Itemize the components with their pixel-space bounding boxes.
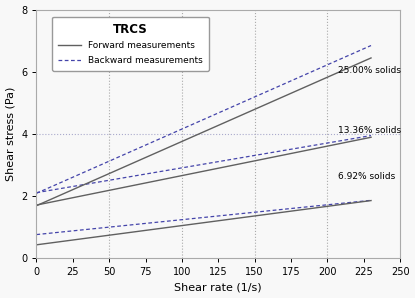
Text: 6.92% solids: 6.92% solids bbox=[337, 172, 395, 181]
Legend: Forward measurements, Backward measurements: Forward measurements, Backward measureme… bbox=[52, 17, 209, 71]
X-axis label: Shear rate (1/s): Shear rate (1/s) bbox=[174, 283, 262, 292]
Text: 13.36% solids: 13.36% solids bbox=[337, 126, 401, 135]
Text: 25.00% solids: 25.00% solids bbox=[337, 66, 400, 74]
Y-axis label: Shear stress (Pa): Shear stress (Pa) bbox=[5, 86, 15, 181]
